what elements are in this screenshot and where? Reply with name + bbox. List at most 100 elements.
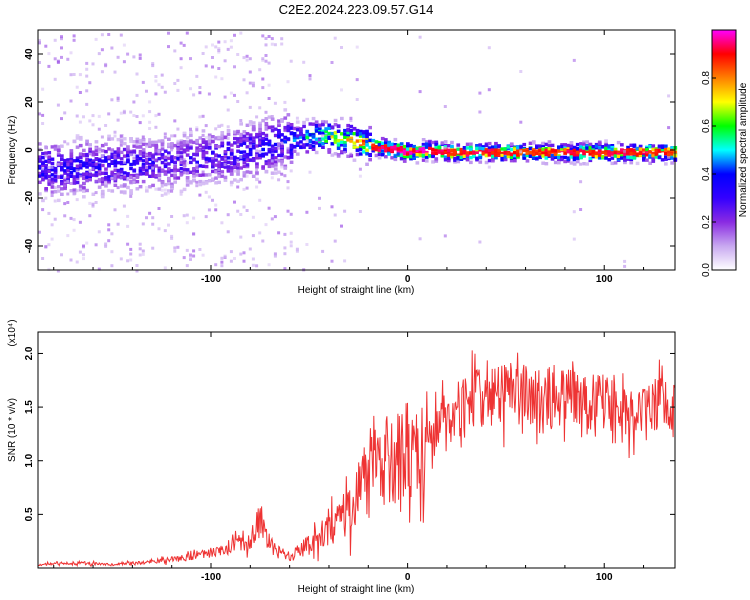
spectrogram-cell-1128	[226, 132, 231, 137]
spectrogram-cell-2348	[566, 149, 571, 154]
spectrogram-cell-158	[63, 171, 67, 175]
spectrogram-cell-1736	[352, 126, 357, 131]
spectrogram-cell-386	[100, 192, 105, 197]
spectrogram-cell-2013	[450, 144, 454, 149]
spectrogram-cell-1205	[239, 122, 243, 126]
snr-frame	[37, 331, 676, 569]
spectrogram-cell-636	[141, 138, 146, 142]
spectrogram-cell-1744	[355, 152, 360, 157]
spectrogram-cell-640	[141, 252, 145, 256]
spectrogram-cell-1063	[214, 163, 218, 167]
spectrogram-cell-2394	[582, 148, 586, 153]
spectrogram-cell-1370	[264, 161, 269, 166]
spectrogram-cell-1191	[236, 166, 240, 170]
spectrogram-cell-2272	[541, 143, 545, 147]
spectrogram-cell-99	[53, 178, 58, 182]
spectrogram-cell-944	[192, 232, 196, 236]
spectrogram-cell-104	[53, 168, 58, 173]
spectrogram-cell-790	[167, 142, 170, 146]
spectrogram-cell-547	[126, 214, 130, 218]
spectrogram-cell-451	[110, 250, 114, 254]
spectrogram-cell-814	[173, 169, 177, 173]
spectrogram-cell-724	[157, 166, 162, 170]
spectrogram-cell-577	[132, 144, 137, 148]
spectrogram-cell-1118	[223, 150, 228, 154]
spectrogram-cell-1864	[396, 143, 401, 147]
spectrogram-cell-803	[170, 159, 174, 164]
spectrogram-cell-2562	[642, 152, 646, 156]
spectrogram-cell-296	[85, 178, 89, 183]
spectrogram-cell-1672	[333, 152, 338, 156]
spectrogram-cell-254	[78, 159, 83, 164]
spectrogram-cell-272	[82, 161, 86, 165]
spectrogram-cell-919	[189, 139, 193, 144]
spectrogram-cell-2284	[544, 148, 549, 152]
spectrogram-cell-487	[116, 222, 120, 226]
spectrogram-cell-2575	[645, 147, 649, 152]
spectrogram-cell-611	[138, 172, 143, 176]
spectrogram-cell-1472	[280, 163, 284, 167]
spectrogram-cell-472	[113, 177, 117, 181]
spectrogram-cell-1470	[280, 42, 284, 46]
spectrogram-cell-2376	[575, 156, 580, 160]
spectrogram-cell-1468	[280, 144, 284, 148]
spectrogram-cell-18	[38, 39, 41, 43]
spectrogram-cell-1127	[226, 156, 231, 160]
spectrogram-cell-1940	[424, 159, 429, 163]
colorbar-ticks: 0.00.20.40.60.8	[701, 71, 716, 277]
spectrogram-cell-1327	[258, 156, 262, 160]
spectrogram-cell-2593	[651, 157, 656, 161]
spectrogram-cell-2354	[569, 152, 574, 157]
spectrogram-cell-2165	[503, 157, 508, 162]
spectrogram-cell-1218	[239, 31, 243, 35]
spectrogram-cell-1947	[424, 152, 429, 156]
spectrogram-cell-509	[119, 176, 123, 180]
spectrogram-cell-33	[41, 167, 45, 171]
spectrogram-cell-482	[116, 153, 121, 157]
spectrogram-cell-2194	[513, 159, 517, 163]
spectrogram-cell-339	[91, 62, 95, 66]
spectrogram-cell-2134	[491, 158, 495, 162]
spectrogram-cell-1621	[318, 123, 322, 127]
spectrogram-cell-1807	[377, 156, 382, 160]
spectrogram-cell-1684	[336, 124, 341, 128]
spectrogram-cell-2426	[591, 145, 596, 149]
spectrogram-cell-635	[141, 154, 146, 159]
spectrogram-cell-757	[163, 182, 168, 187]
spectrogram-cell-1438	[277, 119, 281, 123]
spectrogram-cell-2524	[626, 155, 630, 159]
spectrogram-cell-312	[88, 143, 92, 147]
spectrogram-cell-337	[91, 114, 95, 118]
spectrogram-cell-1177	[233, 141, 237, 145]
spectrogram-cell-1956	[428, 143, 432, 147]
spectrogram-cell-794	[170, 168, 174, 173]
spectrogram-cell-1733	[352, 158, 357, 162]
spectrogram-cell-1211	[239, 150, 243, 154]
spectrogram-cell-102	[53, 170, 58, 175]
spectrogram-cell-977	[201, 181, 206, 186]
spectrogram-cell-1946	[424, 145, 429, 149]
spectrogram-cell-2180	[509, 159, 514, 163]
spectrogram-cell-2181	[509, 147, 514, 152]
spectrogram-cell-389	[100, 194, 105, 199]
spectrogram-cell-2484	[613, 161, 618, 165]
spectrogram-cell-376	[97, 150, 101, 154]
spectrogram-cell-1941	[424, 155, 429, 159]
spectrogram-cell-1084	[217, 174, 221, 179]
spectrogram-cell-150	[60, 37, 63, 41]
spectrogram-cell-1552	[295, 249, 299, 253]
spectrogram-cell-1909	[412, 153, 416, 157]
spectrogram-cell-419	[107, 134, 111, 138]
spectrogram-cell-53	[44, 196, 48, 200]
spectrogram-cell-962	[195, 163, 199, 167]
spectrogram-cell-1611	[314, 129, 319, 133]
spectrogram-cell-1820	[380, 145, 385, 150]
spectrogram-cell-71	[47, 267, 51, 271]
spectrogram-cell-1901	[409, 151, 413, 155]
spectrogram-cell-2215	[519, 150, 523, 154]
spectrogram-cell-1046	[211, 150, 215, 154]
spectrogram-cell-179	[66, 160, 70, 165]
spectrogram-cell-2449	[601, 150, 605, 155]
spectrogram-cell-535	[126, 148, 130, 152]
